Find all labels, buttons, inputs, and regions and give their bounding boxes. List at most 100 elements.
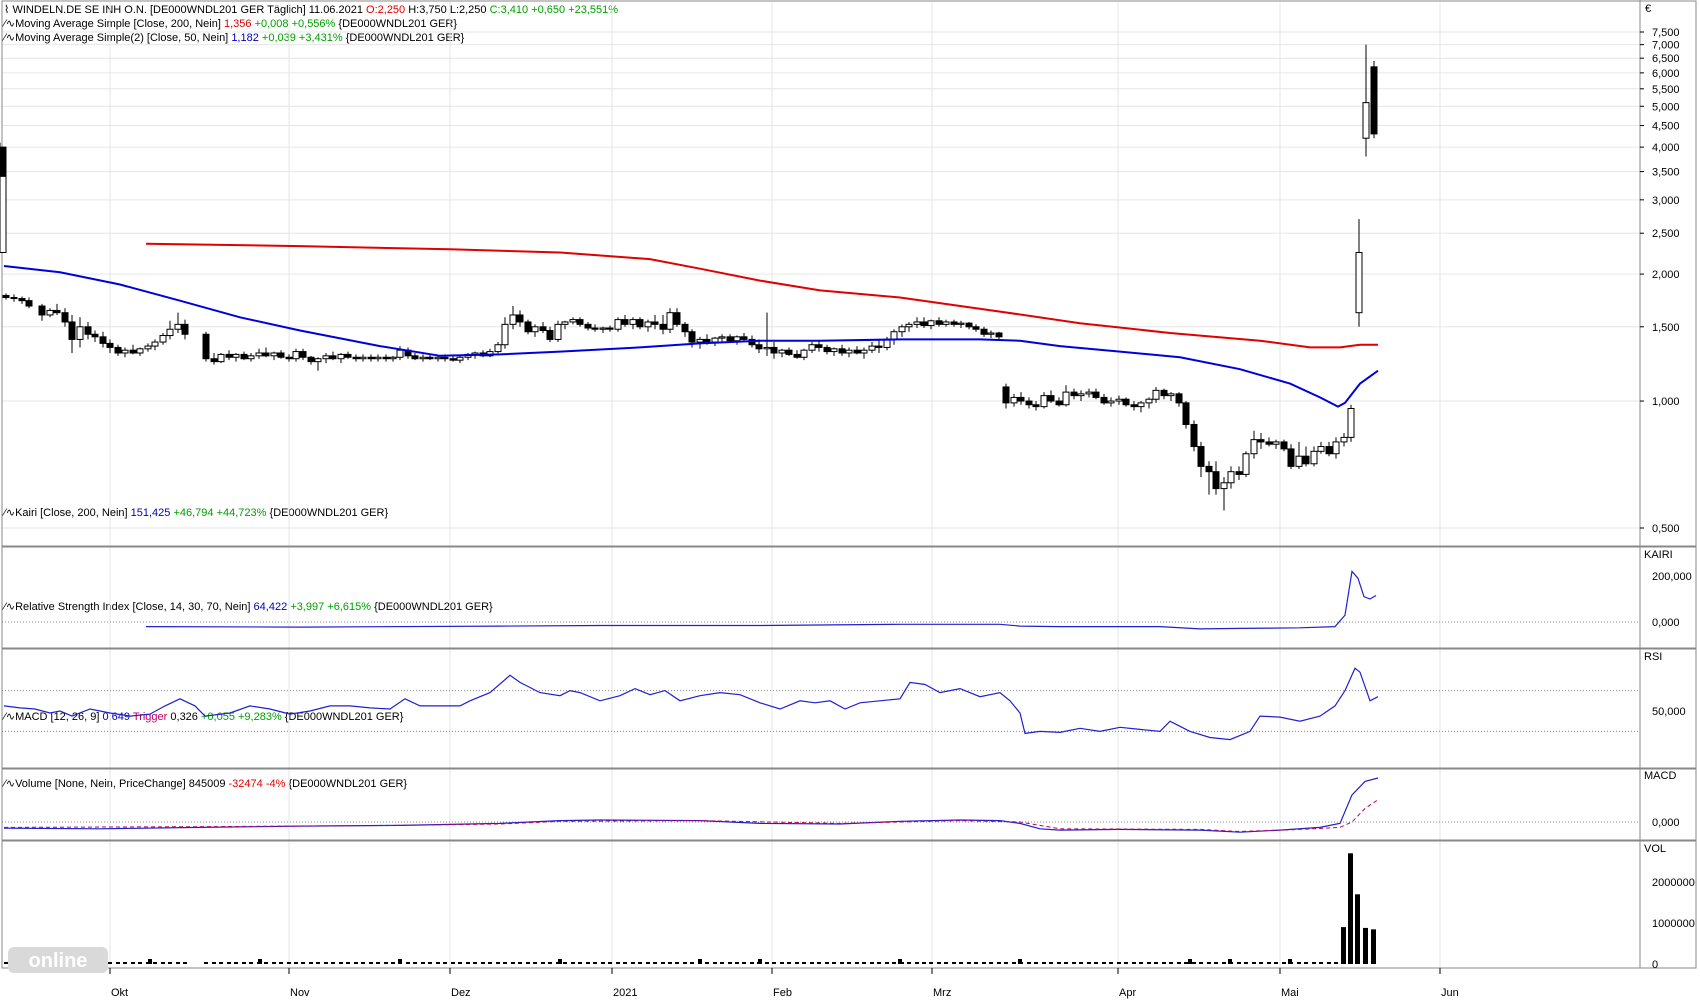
volume-bar [1117, 962, 1121, 964]
volume-bar [832, 962, 836, 964]
candle [374, 354, 382, 362]
volume-bar [1079, 962, 1083, 964]
volume-bar [690, 962, 694, 964]
volume-bar [1304, 962, 1308, 964]
volume-bar [458, 962, 462, 964]
candle [1197, 441, 1205, 478]
volume-bar [997, 962, 1001, 964]
price-tick-label: 0,500 [1652, 523, 1680, 535]
candle [1092, 388, 1100, 400]
volume-bar [877, 962, 881, 964]
grid [2, 2, 1640, 968]
volume-bar [1288, 959, 1292, 964]
panel-macd [1, 768, 1697, 841]
candle [636, 317, 644, 330]
ma200-change: +0,008 [254, 18, 289, 30]
volume-bar [1222, 962, 1226, 964]
volume-bar [234, 962, 238, 964]
volume-bar [1102, 962, 1106, 964]
volume-bar [376, 962, 380, 964]
candle [322, 352, 330, 364]
legend-close: C:3,410 [489, 4, 529, 16]
candle [262, 347, 270, 358]
candle [144, 343, 152, 352]
candle [76, 317, 84, 348]
candle [10, 294, 18, 302]
legend-date: 11.06.2021 [308, 4, 363, 16]
candle [1040, 392, 1048, 409]
volume-bar [952, 962, 956, 964]
volume-symbol: {DE000WNDL201 GER} [288, 778, 408, 790]
candle [561, 320, 569, 330]
candle [426, 354, 434, 361]
volume-bar [496, 962, 500, 964]
candle [830, 347, 838, 356]
candle [129, 344, 137, 355]
candle [808, 342, 816, 353]
candle [733, 335, 741, 345]
candle [1340, 432, 1348, 447]
volume-bar [153, 962, 157, 964]
candle [950, 319, 958, 327]
candle [1025, 397, 1033, 409]
candle [247, 352, 255, 362]
volume-bar [503, 962, 507, 964]
volume-bar [428, 962, 432, 964]
volume-bar [309, 962, 313, 964]
volume-bar [1034, 962, 1038, 964]
volume-bar [473, 962, 477, 964]
volume-bar [1188, 959, 1192, 964]
macd-change-pct: +9,283% [238, 711, 282, 723]
volume-bar [944, 962, 948, 964]
volume-bar [563, 962, 567, 964]
ma200-value: 1,356 [223, 18, 252, 30]
candle [965, 321, 973, 330]
volume-bar [1237, 962, 1241, 964]
candle [718, 334, 726, 343]
candle [606, 325, 614, 332]
ma50-label: Moving Average Simple(2) [Close, 50, Nei… [15, 32, 229, 44]
volume-bar [571, 962, 575, 964]
volume-bar [638, 962, 642, 964]
legend-main: ⌇ WINDELN.DE SE INH O.N. [DE000WNDL201 G… [4, 3, 618, 16]
candle [456, 355, 464, 364]
volume-bar [728, 962, 732, 964]
candle [1017, 392, 1025, 405]
candle [1085, 388, 1093, 398]
candle [845, 347, 853, 358]
candle [987, 330, 995, 339]
candle [576, 317, 584, 327]
candle [890, 329, 898, 345]
volume-bar [533, 962, 537, 964]
volume-bar [593, 962, 597, 964]
volume-bar [279, 962, 283, 964]
kairi-change-pct: +44,723% [216, 507, 267, 519]
candle [1032, 401, 1040, 411]
candle [277, 350, 285, 359]
candle [1212, 461, 1220, 495]
volume-bar [1371, 929, 1376, 964]
volume-bar [518, 962, 522, 964]
currency-label: € [1645, 3, 1651, 15]
candle [166, 320, 174, 340]
candle [359, 354, 367, 362]
candle [1167, 392, 1175, 402]
volume-bar [705, 962, 709, 964]
volume-bars [4, 853, 1376, 964]
volume-bar [989, 962, 993, 964]
candle [1190, 420, 1198, 452]
candle [106, 339, 114, 353]
volume-bar [1214, 962, 1218, 964]
volume-bar [176, 962, 180, 964]
volume-bar [294, 962, 298, 964]
volume-bar [148, 959, 152, 964]
candle [25, 297, 33, 309]
volume-bar [1018, 959, 1022, 964]
volume-bar [219, 962, 223, 964]
volume-bar [1228, 959, 1232, 964]
volume-bar [1057, 962, 1061, 964]
volume-bar [138, 962, 142, 964]
rsi-change-pct: +6,615% [327, 601, 372, 613]
macd-trigger-line [3, 799, 1379, 833]
